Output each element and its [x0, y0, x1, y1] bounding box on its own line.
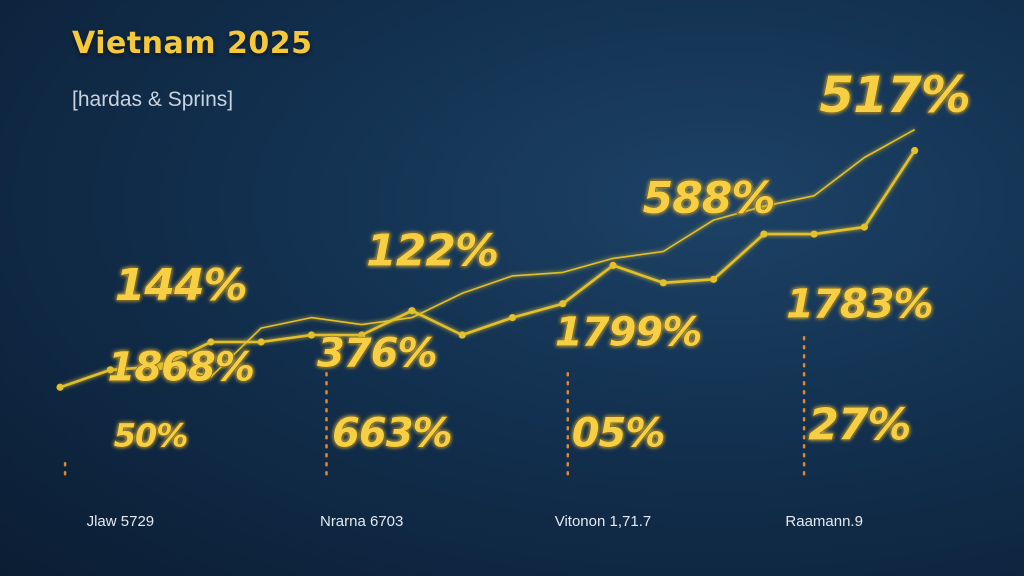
series-point-1-3 — [207, 338, 215, 346]
point-label: 517% — [819, 66, 969, 124]
series-point-1-1 — [106, 366, 114, 374]
series-point-1-15 — [810, 230, 818, 238]
point-label: 376% — [317, 330, 437, 376]
series-point-1-6 — [358, 331, 366, 339]
series-point-1-17 — [911, 146, 919, 155]
series-point-1-0 — [56, 383, 64, 391]
chart-title: Vietnam 2025 — [72, 26, 313, 61]
category-label: Jlaw 5729 — [87, 513, 155, 530]
point-label: 1799% — [555, 309, 701, 355]
point-label: 1868% — [108, 344, 254, 390]
category-label: Vitonon 1,71.7 — [555, 513, 651, 530]
point-label: 144% — [115, 260, 247, 311]
point-label: 27% — [808, 399, 910, 450]
point-label: 50% — [114, 416, 188, 454]
point-label: 122% — [366, 225, 498, 276]
series-point-1-7 — [408, 307, 416, 315]
category-label: Raamann.9 — [785, 513, 863, 530]
series-point-1-2 — [156, 362, 165, 370]
series-point-1-16 — [860, 223, 869, 231]
point-label: 588% — [643, 173, 775, 224]
series-point-1-12 — [659, 279, 667, 287]
series-point-1-10 — [559, 300, 567, 308]
chart-subtitle: [hardas & Sprins] — [72, 88, 234, 111]
series-point-1-4 — [257, 338, 265, 346]
series-line-1 — [59, 149, 916, 389]
point-label: 05% — [572, 410, 665, 456]
series-point-1-11 — [609, 261, 617, 270]
series-point-1-8 — [458, 331, 466, 339]
point-label: 1783% — [786, 282, 932, 328]
series-point-1-14 — [760, 230, 768, 238]
series-point-1-5 — [307, 331, 316, 339]
series-point-1-9 — [508, 314, 517, 322]
series-line-0 — [160, 128, 916, 378]
category-label: Nrarna 6703 — [320, 513, 403, 530]
point-label: 663% — [332, 410, 452, 456]
series-point-1-13 — [709, 275, 718, 283]
